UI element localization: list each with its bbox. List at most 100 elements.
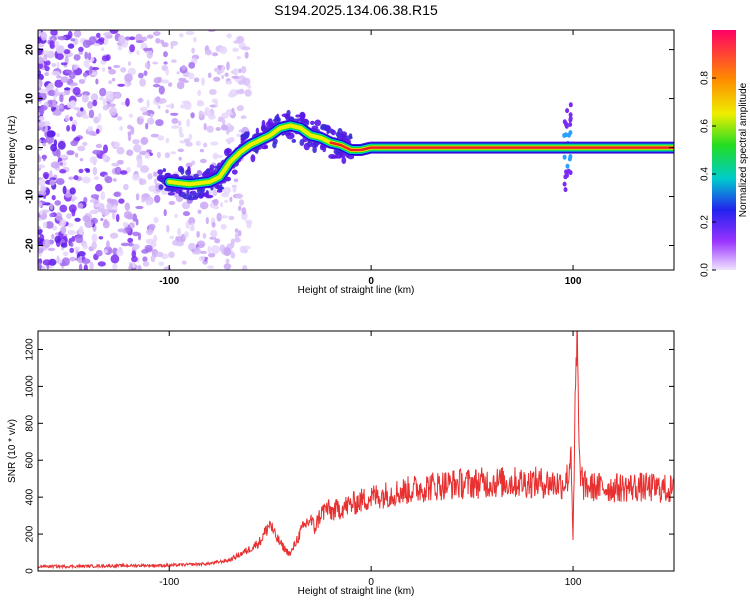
spectrogram-cell <box>58 104 63 110</box>
spectrogram-cell <box>562 154 567 160</box>
spectrogram-cell <box>209 164 215 170</box>
spectrogram-cell <box>158 85 165 95</box>
spectrogram-cell <box>106 202 113 212</box>
spectrogram-cell <box>233 40 240 44</box>
spectrogram-cell <box>40 265 46 270</box>
spectrogram-cell <box>568 102 573 108</box>
spectrogram-cell <box>213 205 219 210</box>
snr-series-line <box>38 331 674 570</box>
spectrogram-cell <box>49 40 55 49</box>
spectrogram-cell <box>97 261 106 267</box>
spectrogram-cell <box>111 77 116 82</box>
colorbar-tick-label: 0.6 <box>700 119 711 133</box>
spectrogram-cell <box>191 160 196 166</box>
spectrogram-cell <box>140 136 149 145</box>
spectrogram-cell <box>162 168 166 173</box>
spectrogram-cell <box>109 30 119 34</box>
spectrogram-cell <box>98 236 104 240</box>
spectrogram-cell <box>171 125 180 129</box>
spectrogram-cell <box>188 61 196 69</box>
spectrogram-cell <box>568 122 573 127</box>
snr-panel: -100 0 100 0 200 400 600 800 1000 1200 Height of… <box>7 330 675 597</box>
spectrogram-cell <box>153 234 158 243</box>
spectrogram-cell <box>176 81 185 90</box>
spectrogram-cell <box>286 132 295 140</box>
spectrogram-cell <box>177 148 184 153</box>
spectrogram-cell <box>223 263 232 270</box>
spectrogram-cell <box>128 61 131 66</box>
spectrogram-cell <box>100 47 105 52</box>
colorbar-ticks: 0.0 0.2 0.4 0.6 0.8 <box>700 71 716 277</box>
spectrogram-cell <box>169 235 174 240</box>
spectrogram-cell <box>85 168 91 173</box>
spectrogram-cell <box>55 212 63 221</box>
spectrogram-cell <box>78 79 86 84</box>
spectrogram-cell <box>214 67 219 72</box>
spectrogram-cell <box>93 176 99 181</box>
snr-background <box>38 331 674 571</box>
spectrogram-cell <box>60 226 67 234</box>
spectrogram-cell <box>331 155 339 159</box>
spectrogram-cell <box>247 84 252 89</box>
spectrogram-cell <box>74 136 81 142</box>
spectrogram-cell <box>95 143 102 149</box>
spectrogram-cell <box>221 74 225 80</box>
spectrogram-cell <box>217 118 224 122</box>
spectrogram-cell <box>156 151 161 159</box>
spectrogram-cell <box>185 30 195 36</box>
spectrogram-cell <box>73 246 81 251</box>
spectrogram-cell <box>228 215 235 221</box>
spectrogram-cell <box>314 119 322 127</box>
spectrogram-cell <box>57 140 66 150</box>
spectrogram-cell <box>95 249 103 257</box>
spectrogram-cell <box>198 255 205 262</box>
spectrogram-cell <box>107 66 112 70</box>
spectrogram-cell <box>51 63 57 67</box>
spectrogram-cell <box>238 205 242 211</box>
spectrogram-cell <box>38 44 45 48</box>
spectrogram-cell <box>158 261 165 267</box>
spectrogram-cell <box>149 113 154 118</box>
spectrogram-cell <box>89 199 98 203</box>
colorbar-tick-label: 0.0 <box>700 263 711 277</box>
spectrogram-cell <box>214 238 221 244</box>
spectrogram-cell <box>225 148 232 154</box>
spectrogram-cell <box>241 46 251 51</box>
spectrogram-cell <box>109 232 119 239</box>
spectrogram-cell <box>90 93 99 102</box>
spectrogram-cell <box>153 77 161 84</box>
spectrogram-cell <box>70 100 77 108</box>
spectrogram-cell <box>211 221 216 228</box>
spectrogram-cell <box>170 43 174 50</box>
spectrogram-cell <box>159 98 167 104</box>
spectrogram-cell <box>100 218 104 221</box>
spectrogram-frame <box>37 29 675 271</box>
spectrogram-cell <box>124 36 131 41</box>
spectrogram-cell <box>232 47 240 52</box>
spectrogram-cell <box>178 156 182 161</box>
spectrogram-cell <box>38 237 42 246</box>
spectrogram-cell <box>45 221 54 229</box>
spectrogram-cell <box>44 65 50 72</box>
spectrogram-cell <box>220 223 227 230</box>
spectrogram-cell <box>231 75 240 79</box>
spectrogram-cell <box>38 36 41 44</box>
spectrogram-cell <box>171 118 179 124</box>
spectrogram-cell <box>198 110 204 119</box>
spectrogram-cell <box>54 235 61 244</box>
spectrogram-cell <box>153 171 158 177</box>
spectrogram-cell <box>67 230 76 235</box>
spectrogram-cell <box>157 105 161 109</box>
spectrogram-cell <box>40 185 47 192</box>
spectrogram-cell <box>116 146 125 155</box>
spectrogram-cell <box>68 204 77 213</box>
spectrogram-cell <box>195 140 202 146</box>
spectrogram-cell <box>80 107 84 112</box>
spectrogram-cell <box>78 263 83 270</box>
spectrogram-cell <box>103 249 108 254</box>
spectrogram-cell <box>348 133 353 138</box>
spectrogram-cell <box>208 188 212 197</box>
spectrogram-cell <box>91 241 97 250</box>
spectrogram-cell <box>181 260 187 265</box>
spectrogram-cell <box>44 125 48 133</box>
